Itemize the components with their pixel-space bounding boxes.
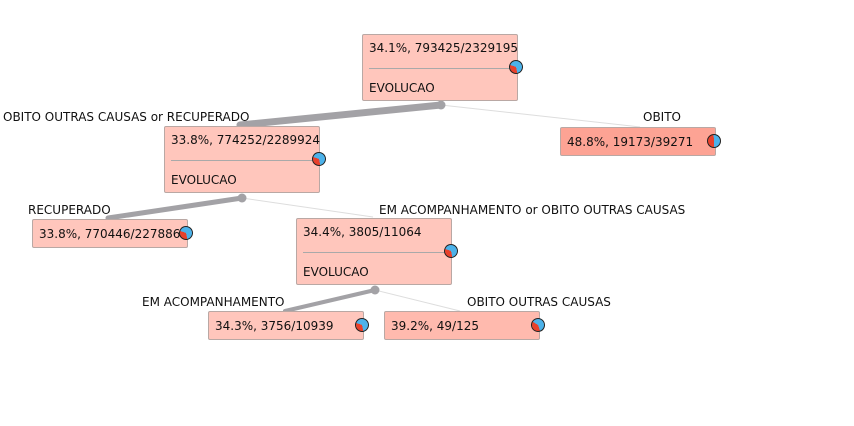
node-stat: 34.1%, 793425/2329195 (369, 41, 519, 55)
edge-label-n1-left: RECUPERADO (28, 203, 111, 217)
node-stat: 34.4%, 3805/11064 (303, 225, 422, 239)
tree-leaf-em-acompanhamento[interactable]: 34.3%, 3756/10939 (208, 311, 364, 340)
branch-dot-icon[interactable] (436, 100, 446, 110)
branch-dot-icon[interactable] (237, 193, 247, 203)
node-divider (303, 252, 445, 253)
branch-dot-icon[interactable] (370, 285, 380, 295)
edge-n2-right (374, 289, 461, 312)
edge-n1-left (105, 195, 245, 221)
tree-leaf-recuperado[interactable]: 33.8%, 770446/2278860 (32, 219, 188, 248)
edge-label-n2-right: OBITO OUTRAS CAUSAS (467, 295, 611, 309)
tree-leaf-obito-outras-causas[interactable]: 39.2%, 49/125 (384, 311, 540, 340)
edge-root-left (236, 101, 445, 129)
tree-leaf-obito[interactable]: 48.8%, 19173/39271 (560, 127, 716, 156)
node-split-attribute: EVOLUCAO (171, 173, 237, 187)
node-divider (369, 68, 511, 69)
node-split-attribute: EVOLUCAO (369, 81, 435, 95)
edge-label-root-left: OBITO OUTRAS CAUSAS or RECUPERADO (3, 110, 250, 124)
node-split-attribute: EVOLUCAO (303, 265, 369, 279)
node-stat: 34.3%, 3756/10939 (215, 319, 334, 333)
edge-root-right (440, 104, 641, 128)
edge-n1-right (241, 197, 374, 218)
tree-node-evolucao-1[interactable]: 33.8%, 774252/2289924 EVOLUCAO (164, 126, 320, 193)
tree-node-evolucao-2[interactable]: 34.4%, 3805/11064 EVOLUCAO (296, 218, 452, 285)
tree-node-root[interactable]: 34.1%, 793425/2329195 EVOLUCAO (362, 34, 518, 101)
node-stat: 48.8%, 19173/39271 (567, 135, 694, 149)
edge-label-n2-left: EM ACOMPANHAMENTO (142, 295, 285, 309)
node-stat: 33.8%, 770446/2278860 (39, 227, 189, 241)
node-stat: 39.2%, 49/125 (391, 319, 479, 333)
pie-chart-icon (707, 134, 721, 148)
edge-n2-left (283, 288, 377, 313)
node-stat: 33.8%, 774252/2289924 (171, 133, 321, 147)
edge-label-root-right: OBITO (643, 110, 681, 124)
node-divider (171, 160, 313, 161)
edge-label-n1-right: EM ACOMPANHAMENTO or OBITO OUTRAS CAUSAS (379, 203, 686, 217)
